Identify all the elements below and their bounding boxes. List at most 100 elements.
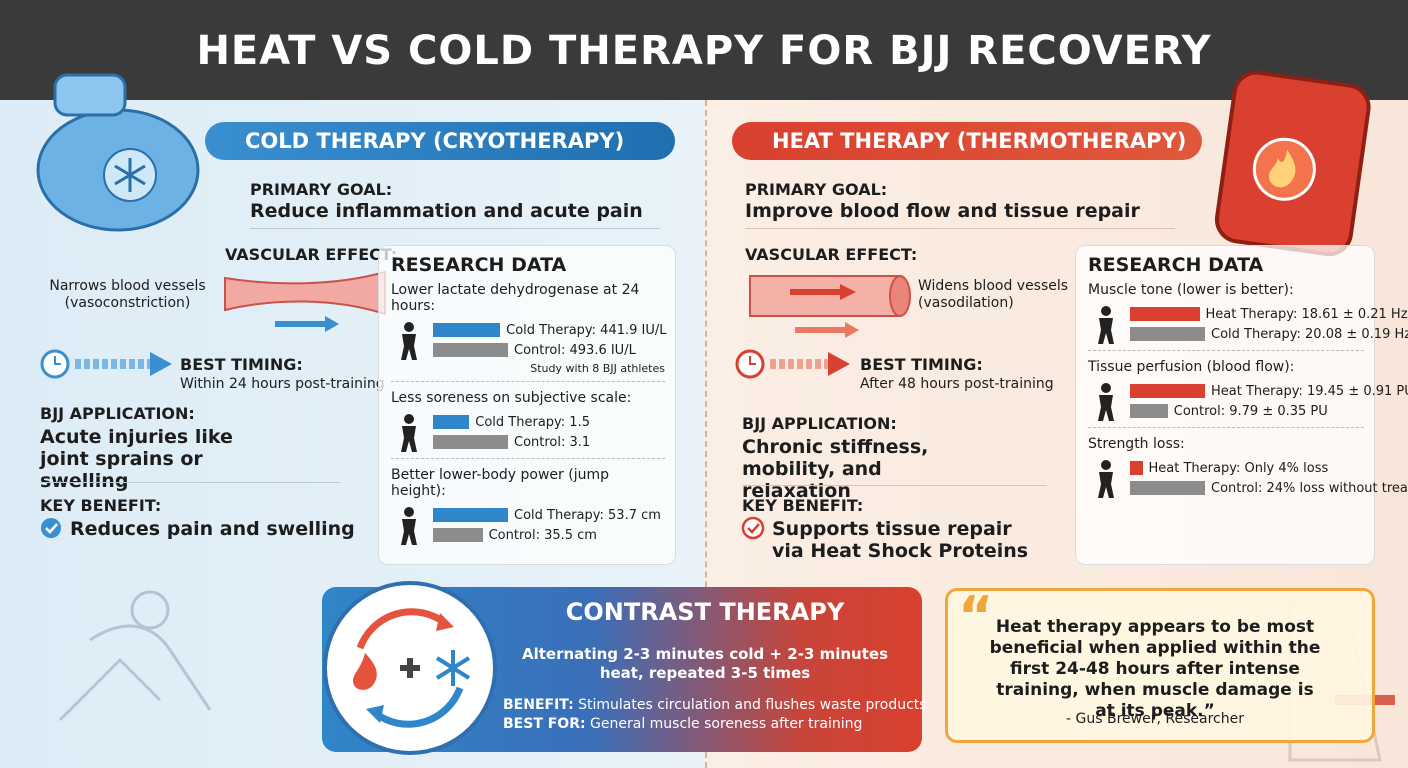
rule xyxy=(40,482,340,483)
text: Within 24 hours post-training xyxy=(180,376,385,392)
bar xyxy=(433,323,501,337)
bar-row: Heat Therapy: 19.45 ± 0.91 PU xyxy=(1130,381,1408,401)
divider xyxy=(705,100,707,768)
research-item: Muscle tone (lower is better): Heat Thera… xyxy=(1088,282,1408,351)
check-icon xyxy=(41,518,61,538)
item-title: Tissue perfusion (blood flow): xyxy=(1088,359,1295,375)
bar-label: Cold Therapy: 53.7 cm xyxy=(514,507,661,523)
athlete xyxy=(1088,381,1124,421)
item-bars: Heat Therapy: 19.45 ± 0.91 PU Control: 9.… xyxy=(1088,381,1408,421)
bar-row: Heat Therapy: 18.61 ± 0.21 Hz xyxy=(1130,304,1408,324)
bar-row: Control: 9.79 ± 0.35 PU xyxy=(1130,401,1408,421)
bar-list: Heat Therapy: Only 4% loss Control: 24% l… xyxy=(1130,458,1408,498)
text: Widens blood vessels (vasodilation) xyxy=(918,278,1069,311)
label: BEST FOR: xyxy=(503,716,586,732)
bar xyxy=(1130,404,1168,418)
item-bars: Cold Therapy: 1.5 Control: 3.1 xyxy=(391,412,665,452)
athlete xyxy=(391,412,427,452)
rule xyxy=(742,485,1047,486)
text: Reduces pain and swelling xyxy=(70,518,355,540)
label: BEST TIMING: xyxy=(860,355,983,374)
bar-list: Cold Therapy: 441.9 IU/L Control: 493.6 I… xyxy=(433,320,667,360)
label: BEST TIMING: xyxy=(180,355,303,374)
title: HEAT VS COLD THERAPY FOR BJJ RECOVERY xyxy=(196,28,1212,74)
research-item: Lower lactate dehydrogenase at 24 hours:… xyxy=(391,282,667,382)
athlete xyxy=(391,320,427,360)
item-bars: Heat Therapy: 18.61 ± 0.21 Hz Cold Therap… xyxy=(1088,304,1408,344)
text: Improve blood flow and tissue repair xyxy=(745,200,1175,229)
bar-list: Cold Therapy: 1.5 Control: 3.1 xyxy=(433,412,590,452)
quote-text: Heat therapy appears to be most benefici… xyxy=(989,617,1321,721)
bar xyxy=(433,415,470,429)
bar xyxy=(433,508,508,522)
bar-list: Heat Therapy: 18.61 ± 0.21 Hz Cold Therap… xyxy=(1130,304,1408,344)
header xyxy=(0,0,1408,100)
athlete-icon xyxy=(1098,383,1114,421)
athlete-icon xyxy=(401,322,417,360)
grappler-sketch xyxy=(58,590,212,722)
label: BENEFIT: xyxy=(503,697,574,713)
bar-label: Control: 35.5 cm xyxy=(488,527,597,543)
bar-list: Cold Therapy: 53.7 cm Control: 35.5 cm xyxy=(433,505,661,545)
label: PRIMARY GOAL: xyxy=(745,180,888,199)
text: Stimulates circulation and flushes waste… xyxy=(578,697,927,713)
bar-row: Heat Therapy: Only 4% loss xyxy=(1130,458,1408,478)
contrast-icon xyxy=(323,581,497,755)
dilated-vessel xyxy=(749,275,901,317)
research-item: Less soreness on subjective scale: Cold T… xyxy=(391,390,665,459)
panel-title: RESEARCH DATA xyxy=(391,254,567,276)
bar-row: Control: 3.1 xyxy=(433,432,590,452)
research-panel: RESEARCH DATA Lower lactate dehydrogenas… xyxy=(378,245,676,565)
athlete xyxy=(1088,458,1124,498)
constricted-vessel xyxy=(224,270,386,316)
text: Narrows blood vessels (vasoconstriction) xyxy=(49,278,206,311)
bar-label: Cold Therapy: 20.08 ± 0.19 Hz xyxy=(1211,326,1408,342)
label: BJJ APPLICATION: xyxy=(742,414,897,433)
check-icon xyxy=(741,516,765,540)
bar-row: Control: 24% loss without treatment xyxy=(1130,478,1408,498)
bar-label: Control: 3.1 xyxy=(514,434,591,450)
label: KEY BENEFIT: xyxy=(742,496,864,515)
item-title: Lower lactate dehydrogenase at 24 hours: xyxy=(391,282,640,314)
bar xyxy=(1130,481,1205,495)
athlete-icon xyxy=(401,414,417,452)
research-item: Better lower-body power (jump height): Co… xyxy=(391,467,665,551)
item-title: Muscle tone (lower is better): xyxy=(1088,282,1294,298)
item-note: Study with 8 BJJ athletes xyxy=(530,362,665,375)
item-title: Less soreness on subjective scale: xyxy=(391,390,632,406)
bar-label: Cold Therapy: 441.9 IU/L xyxy=(506,322,667,338)
bar-list: Heat Therapy: 19.45 ± 0.91 PU Control: 9.… xyxy=(1130,381,1408,421)
bar-label: Cold Therapy: 1.5 xyxy=(475,414,590,430)
text: Chronic stiffness, mobility, and relaxat… xyxy=(742,436,929,502)
research-panel: RESEARCH DATA Muscle tone (lower is bett… xyxy=(1075,245,1408,565)
item-bars: Heat Therapy: Only 4% loss Control: 24% l… xyxy=(1088,458,1408,498)
text: After 48 hours post-training xyxy=(860,376,1054,392)
text: Reduce inflammation and acute pain xyxy=(250,200,660,229)
item-title: Strength loss: xyxy=(1088,436,1185,452)
bar-label: Control: 493.6 IU/L xyxy=(514,342,636,358)
bar xyxy=(1130,384,1205,398)
bar-label: Heat Therapy: Only 4% loss xyxy=(1148,460,1329,476)
bar xyxy=(433,343,508,357)
bar xyxy=(1130,307,1200,321)
athlete-icon xyxy=(1098,460,1114,498)
quote-mark: “ xyxy=(958,585,994,648)
item-bars: Cold Therapy: 441.9 IU/L Control: 493.6 I… xyxy=(391,320,667,360)
label: KEY BENEFIT: xyxy=(40,496,162,515)
label: VASCULAR EFFECT: xyxy=(225,245,398,264)
bar xyxy=(1130,461,1143,475)
text: Acute injuries like joint sprains or swe… xyxy=(40,426,233,492)
panel-title: RESEARCH DATA xyxy=(1088,254,1264,276)
athlete xyxy=(391,505,427,545)
heat-heading: HEAT THERAPY (THERMOTHERAPY) xyxy=(732,122,1202,160)
bar-label: Control: 24% loss without treatment xyxy=(1211,480,1408,496)
bar-row: Control: 35.5 cm xyxy=(433,525,661,545)
bar-row: Control: 493.6 IU/L xyxy=(433,340,667,360)
benefit-line: BENEFIT: Stimulates circulation and flus… xyxy=(503,697,927,714)
research-item: Strength loss: Heat Therapy: Only 4% loss… xyxy=(1088,436,1408,504)
protocol: Alternating 2-3 minutes cold + 2-3 minut… xyxy=(522,645,888,682)
bar xyxy=(1130,327,1205,341)
bar-row: Cold Therapy: 20.08 ± 0.19 Hz xyxy=(1130,324,1408,344)
